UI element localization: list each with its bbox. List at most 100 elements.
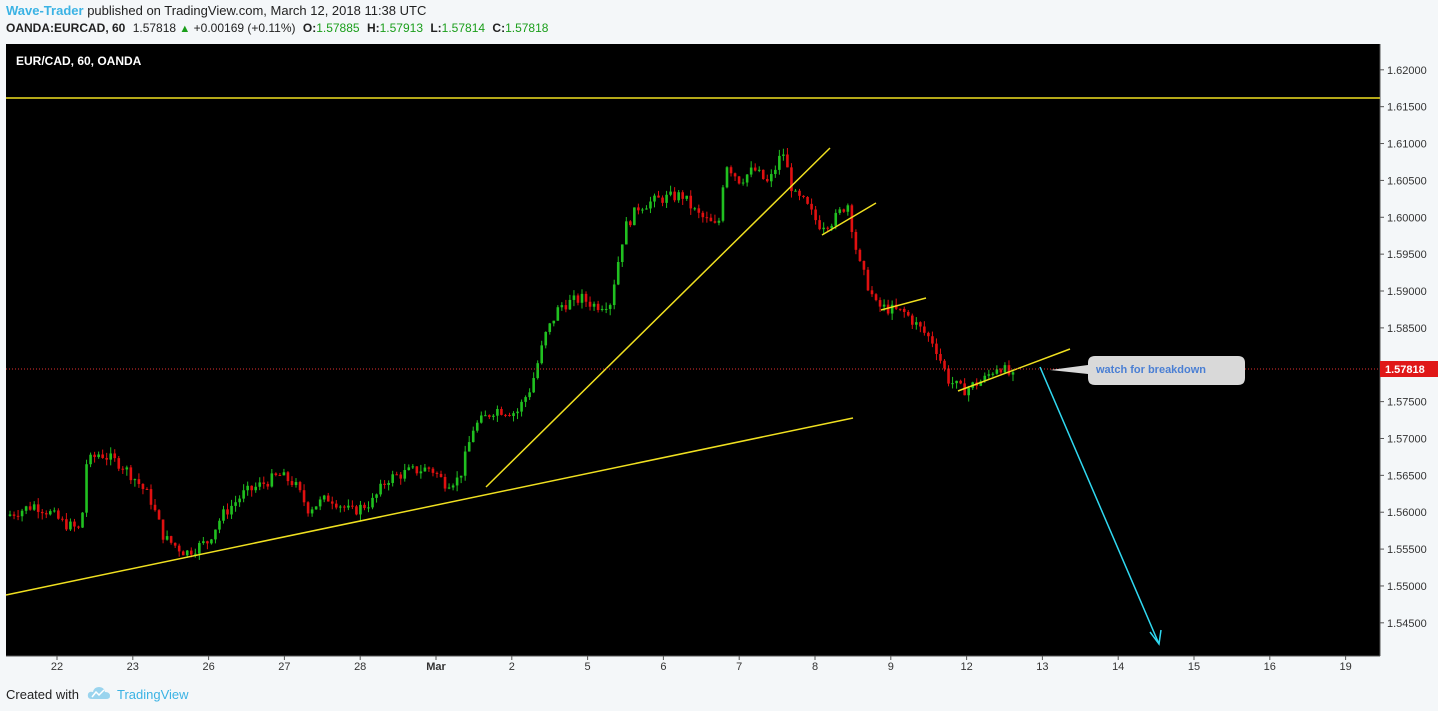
long-trendline[interactable] [5, 417, 854, 596]
candle-body [757, 169, 761, 171]
candle-body [765, 178, 769, 182]
price-badge-text: 1.57818 [1385, 364, 1425, 376]
candle-body [298, 482, 302, 491]
candle-body [262, 482, 266, 484]
candle-body [415, 466, 419, 474]
candle-body [270, 473, 274, 487]
candle-body [620, 244, 624, 263]
candle-body [326, 495, 330, 502]
candle-body [604, 308, 608, 310]
candle-body [955, 380, 958, 384]
x-tick-label: 27 [278, 661, 290, 673]
candle-body [983, 375, 987, 382]
candle-body [770, 174, 773, 182]
candle-body [278, 475, 282, 477]
x-axis-ticks: 22 23 26 27 28 Mar 2 5 6 7 8 9 12 13 14 15 16 19 [51, 656, 1352, 673]
candle-body [761, 169, 765, 179]
candle-body [97, 454, 100, 458]
price-chart[interactable]: 1.54500 1.55000 1.55500 1.56000 1.56500 1.570… [0, 40, 1438, 676]
candle-body [814, 209, 817, 221]
candle-body [749, 167, 753, 175]
projection-arrow[interactable] [1039, 366, 1160, 645]
candle-body [540, 345, 544, 364]
candle-body [520, 401, 523, 412]
candle-body [173, 542, 177, 546]
candle-body [1007, 365, 1011, 375]
candle-body [991, 373, 995, 375]
annotation-callout[interactable] [1050, 356, 1245, 385]
rally-trendline[interactable] [485, 147, 831, 488]
candle-body [351, 505, 354, 507]
candle-body [399, 474, 403, 479]
x-tick-label: 6 [660, 661, 666, 673]
y-tick-label: 1.58500 [1387, 323, 1427, 335]
candle-body [435, 472, 439, 474]
candle-body [169, 536, 173, 543]
candle-body [516, 411, 519, 414]
flag-line-1[interactable] [821, 202, 877, 236]
candle-body [592, 303, 596, 307]
candle-body [818, 220, 821, 230]
support-trendline[interactable] [957, 348, 1071, 392]
candle-body [117, 458, 121, 469]
candle-body [266, 483, 270, 487]
candle-body [665, 194, 668, 203]
candle-body [149, 489, 153, 505]
plot-area[interactable] [6, 44, 1380, 656]
candle-body [274, 473, 278, 476]
candle-body [93, 454, 96, 458]
flag-line-2[interactable] [880, 297, 927, 311]
candle-body [391, 474, 394, 483]
candle-body [500, 408, 503, 415]
candle-body [910, 315, 914, 325]
x-tick-label: 12 [960, 661, 972, 673]
candle-body [524, 397, 527, 402]
candle-body [8, 514, 12, 516]
candle-body [717, 220, 721, 223]
author-link[interactable]: Wave-Trader [6, 3, 84, 18]
candle-body [496, 408, 499, 416]
candle-body [343, 506, 346, 508]
price-axis[interactable] [1380, 44, 1438, 656]
candle-body [544, 331, 548, 346]
tradingview-link[interactable]: TradingView [116, 686, 189, 702]
candle-body [282, 472, 286, 476]
candle-body [383, 483, 386, 485]
candle-body [290, 481, 294, 485]
y-tick-label: 1.56500 [1387, 470, 1427, 482]
candle-body [790, 167, 793, 192]
candle-body [214, 529, 217, 540]
candle-body [302, 490, 306, 503]
candle-body [778, 155, 781, 170]
candle-body [318, 499, 322, 507]
time-axis[interactable] [6, 656, 1380, 676]
high-value: 1.57913 [379, 21, 423, 35]
candle-body [987, 374, 991, 376]
candle-body [753, 167, 757, 171]
candle-body [838, 209, 842, 213]
arrow-head-icon [1149, 629, 1162, 646]
x-tick-label: 13 [1036, 661, 1048, 673]
x-tick-label: 19 [1339, 661, 1351, 673]
candle-body [16, 515, 20, 517]
candle-body [306, 502, 310, 514]
candle-body [915, 322, 918, 325]
candle-body [322, 495, 326, 500]
candle-body [850, 205, 854, 232]
candle-body [53, 510, 56, 512]
candle-body [669, 191, 672, 195]
candle-body [866, 269, 870, 291]
candle-body [44, 513, 48, 515]
candle-body [898, 308, 902, 310]
candle-body [564, 305, 568, 310]
candle-body [198, 543, 201, 554]
candle-body [927, 332, 930, 337]
chart-container[interactable]: 1.54500 1.55000 1.55500 1.56000 1.56500 1.570… [0, 40, 1438, 676]
candle-body [371, 497, 374, 508]
x-tick-label: 9 [888, 661, 894, 673]
candle-body [463, 451, 467, 476]
candle-body [459, 475, 463, 478]
candle-body [177, 545, 181, 552]
price-change: +0.00169 (+0.11%) [193, 21, 296, 35]
candle-body [403, 470, 407, 479]
